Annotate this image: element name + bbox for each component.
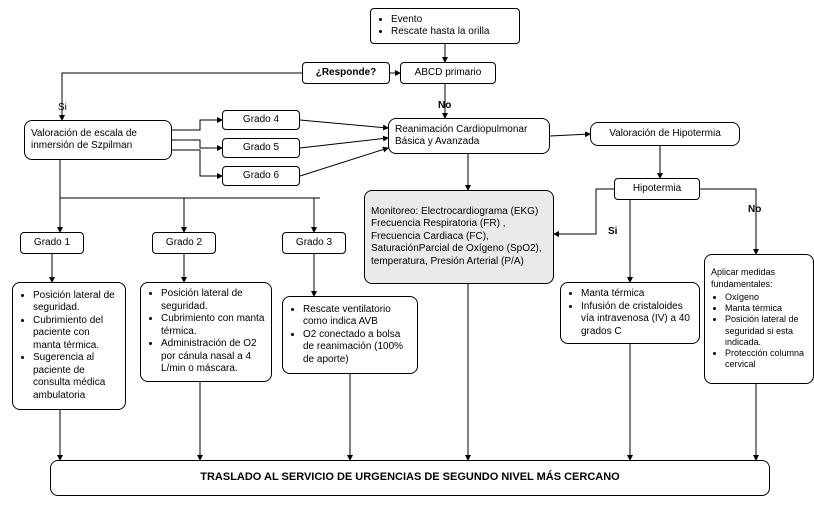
aplicar-lead: Aplicar medidas fundamentales: [711, 267, 807, 290]
label-no-hipo-text: No [748, 204, 761, 215]
node-traslado: TRASLADO AL SERVICIO DE URGENCIAS DE SEG… [50, 460, 770, 496]
traslado-text: TRASLADO AL SERVICIO DE URGENCIAS DE SEG… [200, 471, 619, 485]
label-no-top: No [438, 100, 451, 111]
grado3-text: Grado 3 [296, 237, 332, 250]
valoracion-escala-text: Valoración de escala de inmersión de Szp… [31, 128, 165, 153]
node-valoracion-hipotermia: Valoración de Hipotermia [590, 122, 740, 146]
node-grado6: Grado 6 [222, 166, 300, 186]
node-evento: Evento Rescate hasta la orilla [370, 8, 520, 44]
manta-item-1: Infusión de cristaloides vía intravenosa… [581, 301, 693, 339]
grado4-text: Grado 4 [243, 114, 279, 127]
edge [300, 148, 388, 176]
node-aplicar: Aplicar medidas fundamentales: Oxígeno M… [704, 254, 814, 384]
label-no-top-text: No [438, 100, 451, 111]
reanimacion-text: Reanimación Cardiopulmonar Básica y Avan… [395, 124, 543, 149]
node-hipotermia: Hipotermia [614, 178, 700, 200]
aplicar-item-0: Oxígeno [725, 292, 807, 303]
label-si-top-text: Si [58, 102, 67, 113]
g2-item-2: Administración de O2 por cánula nasal a … [161, 338, 265, 376]
edge [300, 138, 388, 148]
grado5-text: Grado 5 [243, 142, 279, 155]
edge [550, 134, 590, 136]
g1-item-1: Cubrimiento del paciente con manta térmi… [33, 315, 119, 353]
abcd-text: ABCD primario [415, 67, 482, 80]
edge [700, 189, 756, 254]
edge [172, 120, 222, 130]
hipotermia-text: Hipotermia [633, 183, 681, 196]
node-monitoreo: Monitoreo: Electrocardiograma (EKG) Frec… [364, 190, 554, 284]
node-grado2: Grado 2 [152, 232, 216, 254]
g2-item-0: Posición lateral de seguridad. [161, 288, 265, 313]
evento-item-1: Rescate hasta la orilla [391, 26, 513, 39]
responde-text: ¿Responde? [316, 67, 377, 80]
edge [172, 150, 222, 176]
label-no-hipo: No [748, 204, 761, 215]
node-valoracion-escala: Valoración de escala de inmersión de Szp… [24, 120, 172, 160]
g3-item-0: Rescate ventilatorio como indica AVB [303, 304, 411, 329]
g1-item-0: Posición lateral de seguridad. [33, 290, 119, 315]
node-g2-body: Posición lateral de seguridad. Cubrimien… [140, 282, 272, 382]
manta-item-0: Manta térmica [581, 288, 693, 301]
node-reanimacion: Reanimación Cardiopulmonar Básica y Avan… [388, 118, 550, 154]
node-abcd: ABCD primario [400, 62, 496, 84]
grado6-text: Grado 6 [243, 170, 279, 183]
evento-item-0: Evento [391, 14, 513, 27]
g3-item-1: O2 conectado a bolsa de reanimación (100… [303, 329, 411, 367]
valoracion-hipo-text: Valoración de Hipotermia [609, 128, 721, 141]
node-g1-body: Posición lateral de seguridad. Cubrimien… [12, 282, 126, 410]
label-si-top: Si [58, 102, 67, 113]
g2-item-1: Cubrimiento con manta térmica. [161, 313, 265, 338]
node-grado1: Grado 1 [20, 232, 84, 254]
aplicar-item-2: Posición lateral de seguridad si esta in… [725, 314, 807, 348]
grado1-text: Grado 1 [34, 237, 70, 250]
aplicar-item-3: Protección columna cervical [725, 348, 807, 371]
node-manta: Manta térmica Infusión de cristaloides v… [560, 282, 700, 344]
node-grado5: Grado 5 [222, 138, 300, 158]
label-si-hipo: Si [608, 226, 617, 237]
node-grado3: Grado 3 [282, 232, 346, 254]
node-g3-body: Rescate ventilatorio como indica AVB O2 … [282, 296, 418, 374]
aplicar-item-1: Manta térmica [725, 303, 807, 314]
g1-item-2: Sugerencia al paciente de consulta médic… [33, 352, 119, 402]
monitoreo-text: Monitoreo: Electrocardiograma (EKG) Frec… [371, 206, 547, 269]
node-grado4: Grado 4 [222, 110, 300, 130]
label-si-hipo-text: Si [608, 226, 617, 237]
edge [172, 140, 222, 148]
edge [300, 120, 388, 128]
grado2-text: Grado 2 [166, 237, 202, 250]
edge [554, 189, 614, 234]
flowchart-canvas: Evento Rescate hasta la orilla ¿Responde… [0, 0, 814, 513]
node-responde: ¿Responde? [302, 62, 390, 84]
